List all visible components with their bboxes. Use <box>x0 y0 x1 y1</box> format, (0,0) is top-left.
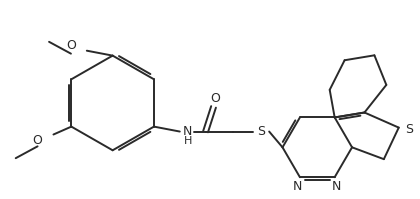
Text: S: S <box>257 125 265 138</box>
Text: O: O <box>210 92 220 104</box>
Text: H: H <box>184 136 192 146</box>
Text: S: S <box>405 123 413 136</box>
Text: N: N <box>332 179 341 193</box>
Text: N: N <box>293 179 302 193</box>
Text: O: O <box>66 39 76 52</box>
Text: O: O <box>33 134 42 147</box>
Text: N: N <box>183 125 192 138</box>
